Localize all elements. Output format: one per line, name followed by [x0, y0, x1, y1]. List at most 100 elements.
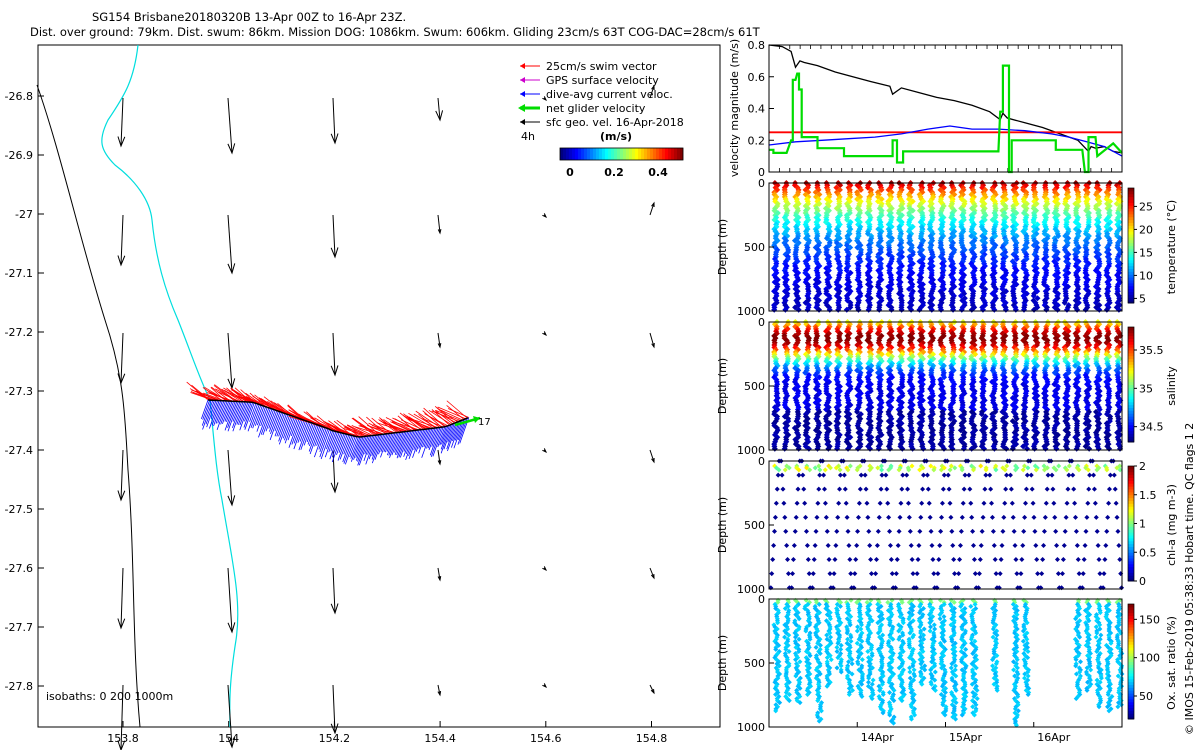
section-point [1092, 500, 1098, 506]
section-point [856, 500, 862, 506]
map-cbar-tick-2: 0.4 [648, 166, 668, 179]
dac-vector [217, 400, 226, 424]
section-point [1000, 528, 1006, 534]
vel-y-tick-label: 0.6 [748, 71, 766, 84]
section-point [887, 528, 893, 534]
geo-arrow [649, 202, 655, 216]
dac-vector [386, 432, 396, 456]
section-point [1056, 463, 1062, 469]
map-colorbar-cell [632, 148, 636, 160]
geo-arrowhead [330, 133, 339, 145]
geo-arrow [649, 684, 655, 694]
dac-vector [284, 416, 295, 444]
dac-vector [380, 433, 388, 452]
map-colorbar-cell [650, 148, 654, 160]
map-colorbar-cell [620, 148, 624, 160]
section-point [1095, 542, 1101, 548]
section-cbar-tick-label: 5 [1139, 292, 1146, 305]
geo-arrowhead [227, 495, 236, 507]
section-point [771, 542, 777, 548]
dac-vector [314, 427, 326, 458]
section-point [825, 542, 831, 548]
map-cbar-tick-0: 0 [566, 166, 574, 179]
section-point [959, 251, 966, 258]
dac-vector [227, 401, 238, 428]
swim-vector [422, 410, 442, 428]
section-point [1054, 557, 1060, 563]
section-point [812, 189, 819, 196]
section-point [834, 528, 840, 534]
swim-vector [415, 410, 441, 428]
section-colorbar-cell [1128, 202, 1134, 206]
dac-vector [314, 426, 322, 447]
section-point [905, 486, 911, 492]
dac-vector [349, 436, 358, 458]
dac-vector [320, 430, 332, 460]
section-point [898, 500, 904, 506]
geo-arrowhead [117, 490, 126, 502]
map-colorbar-cell [581, 148, 585, 160]
section-point [862, 472, 868, 478]
geo-arrowhead [437, 228, 442, 235]
section-colorbar-cell [1128, 329, 1134, 334]
section-point [1050, 486, 1056, 492]
section-cbar-tick-label: 34.5 [1139, 421, 1164, 434]
dac-vector [210, 400, 218, 419]
section-point [867, 542, 873, 548]
dac-vector [413, 429, 422, 450]
swim-vector [336, 429, 362, 438]
map-y-tick-label: -26.8 [5, 90, 33, 103]
map-y-tick-label: -27.1 [5, 267, 33, 280]
section-point [978, 463, 984, 469]
section-colorbar-cell [1128, 566, 1134, 570]
section-point [822, 486, 828, 492]
section-point [884, 486, 890, 492]
section-point [855, 528, 861, 534]
section-point [816, 486, 822, 492]
section-point [895, 251, 902, 258]
section-point [990, 528, 996, 534]
section-point [1074, 542, 1080, 548]
section-point [895, 542, 901, 548]
section-point [945, 472, 951, 478]
dac-vector [418, 428, 428, 454]
map-colorbar-cell [572, 148, 576, 160]
section-point [790, 571, 796, 577]
dac-vector [427, 427, 436, 449]
section-point [1112, 486, 1118, 492]
dac-vector [202, 399, 210, 420]
section-colorbar-cell [1128, 401, 1134, 406]
geo-arrowhead [330, 482, 339, 494]
section-point [1082, 542, 1088, 548]
section-point [969, 514, 975, 520]
section-point [846, 542, 852, 548]
section-point [1034, 557, 1040, 563]
legend-dac-arrowhead [520, 91, 525, 97]
dac-vector [441, 425, 449, 445]
section-point [836, 500, 842, 506]
swim-vector [408, 412, 434, 429]
dac-vector [260, 407, 268, 427]
section-point [897, 514, 903, 520]
dac-vector [269, 410, 278, 432]
section-point [886, 514, 892, 520]
geo-arrow [120, 332, 124, 384]
map-x-ticks: 153.8 154 154.2 154.4 154.6 154.8 [107, 721, 667, 745]
dac-vector [232, 401, 241, 422]
dac-vector [412, 429, 423, 458]
legend-entry-gps: GPS surface velocity [520, 74, 659, 87]
dac-vector [249, 403, 257, 422]
section-point [795, 486, 801, 492]
section-point [1023, 500, 1029, 506]
vel-y-tick-label: 0.8 [748, 39, 766, 52]
section-colorbar-cell [1128, 259, 1134, 264]
section-colorbar-cell [1128, 344, 1134, 348]
section-point [1020, 542, 1026, 548]
section-point [1044, 486, 1050, 492]
section-point [905, 221, 912, 228]
map-colorbar-cell [659, 148, 663, 160]
section-point [1064, 500, 1070, 506]
dac-vector [432, 426, 444, 457]
geo-arrowhead [117, 618, 126, 630]
